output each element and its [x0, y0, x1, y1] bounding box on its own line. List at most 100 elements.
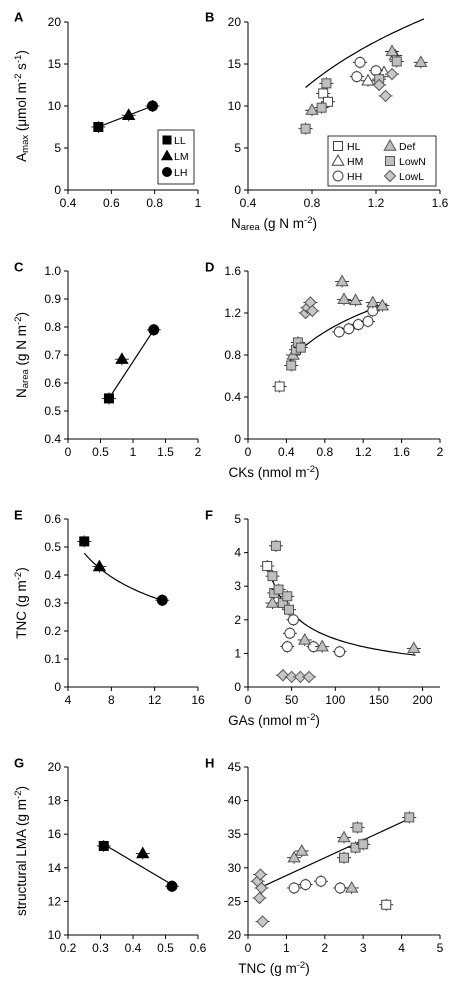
legend-marker-lm — [160, 149, 174, 161]
x-tick-label: 1.6 — [393, 445, 410, 459]
x-axis-label: TNC (g m-2) — [238, 960, 309, 976]
x-tick-label: 50 — [285, 693, 299, 707]
y-tick-label: 0.3 — [44, 596, 61, 610]
legend-label: HH — [347, 171, 362, 183]
y-tick-label: 16 — [48, 827, 62, 841]
y-tick-label: 45 — [228, 760, 242, 774]
y-tick-label: 20 — [48, 760, 62, 774]
legend-marker-hl — [333, 141, 343, 151]
x-tick-label: 1 — [130, 445, 137, 459]
point-def — [366, 295, 380, 308]
point-lowl — [379, 89, 392, 103]
point-def — [337, 830, 351, 843]
point-lh — [156, 594, 168, 606]
legend-marker-lh — [162, 167, 172, 177]
point-lowl — [385, 67, 399, 81]
point-def — [345, 880, 359, 893]
point-lh — [166, 880, 178, 892]
point-hh — [352, 319, 364, 331]
fit-line — [259, 818, 410, 889]
point-lown — [358, 839, 369, 850]
x-tick-label: 0.4 — [240, 196, 257, 210]
legend-label: LowL — [399, 171, 424, 183]
point-def — [348, 293, 363, 306]
y-tick-label: 1.2 — [224, 306, 241, 320]
point-lowl — [253, 891, 266, 905]
panel-label: F — [205, 508, 213, 523]
x-tick-label: 8 — [108, 693, 115, 707]
y-tick-label: 40 — [228, 794, 242, 808]
y-tick-label: 14 — [48, 861, 62, 875]
legend-label: LowN — [399, 156, 426, 168]
point-hh — [343, 323, 355, 335]
y-tick-label: 10 — [228, 99, 242, 113]
y-tick-label: 5 — [234, 141, 241, 155]
fit-line — [305, 18, 425, 88]
panel-c: C 0 0.5 1 1.5 2 0.4 0.5 0.6 0.7 0.8 0.9 1.0 — [14, 260, 202, 459]
point-def — [407, 641, 421, 654]
point-hh — [354, 56, 366, 68]
y-tick-label: 0.5 — [44, 404, 61, 418]
panel-f: F 0 50 100 150 200 0 1 2 3 4 5 — [205, 508, 440, 707]
x-tick-label: 0.8 — [304, 196, 321, 210]
panel-label: G — [14, 756, 24, 771]
legend-label: LH — [174, 167, 187, 179]
y-tick-label: 15 — [228, 57, 242, 71]
y-tick-label: 0.9 — [44, 292, 61, 306]
y-tick-label: 25 — [228, 894, 242, 908]
x-tick-label: 3 — [360, 941, 367, 955]
x-tick-label: 1 — [195, 196, 202, 210]
point-lowl — [285, 670, 298, 684]
point-ll — [98, 840, 109, 851]
point-def — [298, 632, 312, 645]
point-hm — [361, 73, 375, 86]
y-tick-label: 0 — [234, 680, 241, 694]
point-hh — [288, 882, 300, 894]
y-tick-label: 2 — [234, 613, 241, 627]
x-tick-label: 0.8 — [316, 445, 333, 459]
y-tick-label: 0.1 — [44, 652, 61, 666]
y-tick-label: 4 — [234, 546, 241, 560]
panel-e: E 4 8 12 16 0 0.1 0.2 0.3 0.4 0.5 0.6 — [14, 508, 205, 707]
legend-marker-hm — [331, 153, 345, 166]
legend-label: HL — [347, 141, 361, 153]
point-hh — [315, 875, 327, 887]
y-tick-label: 0.4 — [44, 568, 61, 582]
x-tick-label: 0.6 — [190, 941, 207, 955]
x-tick-label: 0.8 — [146, 196, 163, 210]
legend-label: LL — [174, 135, 186, 147]
x-axis-label: GAs (nmol m-2) — [228, 712, 320, 728]
point-hh — [333, 326, 345, 338]
panel-label: A — [14, 10, 24, 25]
point-lowl — [372, 78, 386, 92]
x-tick-label: 0.4 — [125, 941, 142, 955]
point-lown — [339, 852, 349, 863]
x-tick-label: 0.5 — [157, 941, 174, 955]
y-axis-label: structural LMA (g m-2) — [13, 786, 29, 916]
point-lowl — [255, 881, 268, 895]
point-lowl — [256, 915, 269, 928]
y-tick-label: 0.7 — [44, 348, 61, 362]
point-hh — [300, 879, 312, 891]
panel-label: H — [205, 756, 214, 771]
point-lown — [352, 822, 363, 833]
point-hh — [334, 646, 346, 658]
panel-b: B 0.4 0.8 1.2 1.6 0 5 10 15 20 HL Def HM LowN HH LowL — [205, 10, 449, 210]
point-lh — [147, 100, 158, 112]
legend-label: HM — [347, 156, 363, 168]
point-hl — [262, 561, 273, 572]
point-lm — [122, 108, 136, 120]
y-tick-label: 5 — [234, 512, 241, 526]
x-tick-label: 1.2 — [355, 445, 372, 459]
legend-box — [327, 135, 437, 187]
x-tick-label: 1.6 — [432, 196, 449, 210]
y-tick-label: 30 — [228, 861, 242, 875]
point-def — [414, 55, 428, 68]
point-hh — [334, 882, 346, 894]
legend-marker-hh — [332, 170, 344, 182]
point-lowl — [294, 670, 307, 684]
x-tick-label: 2 — [321, 941, 328, 955]
point-def — [337, 292, 351, 305]
x-tick-label: 0 — [245, 445, 252, 459]
